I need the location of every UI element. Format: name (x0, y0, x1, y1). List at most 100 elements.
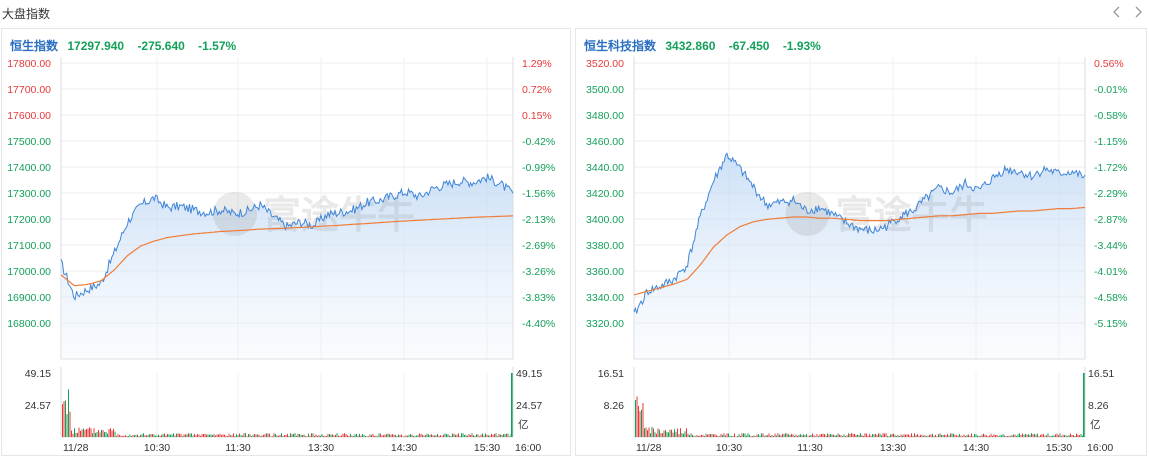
volume-bar (162, 433, 164, 437)
index-name[interactable]: 恒生科技指数 (584, 39, 657, 53)
y2-tick-label: -4.40% (522, 318, 555, 330)
volume-bar (671, 429, 672, 437)
volume-bar (459, 436, 461, 437)
volume-bar (449, 435, 450, 437)
volume-bar (950, 433, 951, 437)
volume-bar (1046, 435, 1047, 437)
volume-bar (708, 433, 710, 437)
volume-bar (234, 436, 236, 437)
volume-bar (89, 427, 90, 437)
volume-bar (863, 436, 864, 437)
volume-bar (470, 434, 471, 437)
volume-bar (432, 435, 434, 437)
volume-bar (338, 435, 339, 437)
volume-bar (773, 436, 774, 437)
volume-bar (311, 433, 312, 437)
volume-bar (332, 434, 333, 437)
chevron-left-icon[interactable] (1108, 3, 1126, 21)
volume-bar (281, 433, 282, 437)
volume-tick-label: 49.15 (516, 368, 542, 380)
volume-bar (882, 433, 884, 437)
volume-bar (365, 436, 366, 437)
price-line (60, 173, 514, 301)
volume-bar (912, 435, 914, 437)
volume-bar (179, 433, 180, 437)
volume-bar (681, 433, 683, 437)
volume-bar (497, 436, 498, 437)
volume-bar (765, 435, 767, 437)
volume-bar (65, 400, 66, 437)
average-line (60, 215, 513, 287)
volume-bar (711, 434, 713, 437)
y2-tick-label: -3.26% (522, 266, 555, 278)
panel-hsi[interactable]: 恒生指数 17297.940 -275.640 -1.57% 17800.00 1… (1, 28, 571, 456)
volume-bar (230, 435, 231, 437)
volume-bar (296, 435, 297, 437)
volume-bar (903, 434, 905, 437)
panel-hstech[interactable]: 恒生科技指数 3432.860 -67.450 -1.93% 3520.00 35… (575, 28, 1147, 456)
top-bar: 大盘指数 (0, 0, 1149, 26)
index-name[interactable]: 恒生指数 (10, 39, 59, 53)
volume-bar (279, 435, 281, 437)
volume-bar (704, 436, 705, 437)
volume-bar (389, 434, 390, 437)
volume-bar (782, 433, 783, 437)
volume-bar (95, 432, 96, 437)
volume-bar (68, 389, 69, 437)
volume-bar (462, 433, 464, 437)
hsi-chart[interactable]: 17800.00 17700.00 17600.00 17500.00 17400.00… (2, 29, 572, 457)
volume-bar (110, 428, 111, 437)
volume-bar (188, 433, 189, 437)
volume-bar (710, 434, 711, 437)
volume-bar (413, 435, 414, 437)
volume-bar (635, 400, 636, 437)
volume-bar (996, 434, 998, 437)
x-tick-label: 10:30 (144, 442, 170, 454)
volume-bar (884, 433, 885, 437)
volume-bar (393, 434, 395, 437)
volume-bar (1008, 435, 1010, 437)
volume-bar (489, 435, 491, 437)
volume-bar (722, 435, 723, 437)
volume-bar (911, 433, 912, 437)
index-header: 恒生指数 17297.940 -275.640 -1.57% (10, 37, 246, 54)
volume-bar (254, 434, 255, 437)
volume-bar (236, 434, 237, 437)
chevron-right-icon[interactable] (1129, 3, 1147, 21)
volume-bar (794, 435, 795, 437)
volume-bar (471, 433, 473, 437)
volume-bar (767, 435, 768, 437)
volume-bar (651, 426, 653, 437)
volume-bar (387, 433, 389, 437)
volume-bar (731, 436, 732, 437)
volume-bar (648, 427, 650, 437)
volume-bar (255, 434, 257, 437)
volume-bar (639, 411, 641, 437)
volume-bar (798, 434, 800, 437)
volume-bar (452, 433, 453, 437)
volume-bar (177, 433, 179, 437)
y-tick-label: 16800.00 (7, 318, 51, 330)
volume-bar (447, 434, 449, 437)
volume-bar (149, 434, 150, 437)
volume-bar (150, 434, 152, 437)
y-tick-label: 3440.00 (586, 162, 624, 174)
volume-bar (960, 435, 962, 437)
volume-bar (291, 434, 293, 437)
volume-bar (126, 436, 128, 437)
volume-bar (348, 435, 350, 437)
volume-bar (245, 433, 246, 437)
y-tick-label: 17600.00 (7, 110, 51, 122)
volume-bar (386, 434, 387, 437)
volume-bar (918, 435, 920, 437)
volume-bar (314, 435, 315, 437)
volume-bar (155, 435, 156, 437)
volume-bar (356, 434, 357, 437)
volume-bar (305, 436, 306, 437)
hstech-chart[interactable]: 3520.00 3500.00 3480.00 3460.00 3440.00 3420.… (576, 29, 1148, 457)
volume-bar (740, 435, 741, 437)
volume-bar (855, 434, 857, 437)
volume-bar (284, 435, 285, 437)
volume-bar (392, 434, 393, 437)
volume-bar (287, 433, 288, 437)
